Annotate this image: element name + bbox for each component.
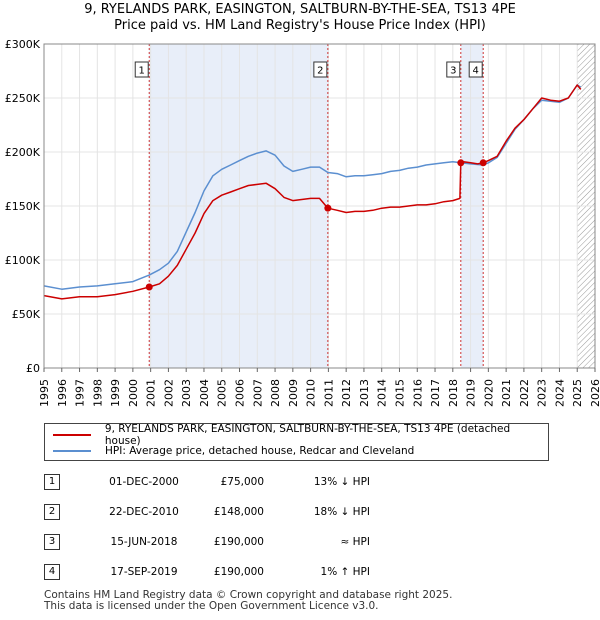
x-tick-label: 2011 <box>322 379 335 407</box>
sale-date: 15-JUN-2018 <box>110 536 178 548</box>
sale-marker-badge <box>468 61 483 78</box>
sale-date: 22-DEC-2010 <box>109 506 179 518</box>
legend-swatch-hpi <box>53 450 91 452</box>
x-tick-label: 2025 <box>571 379 584 407</box>
hpi-line <box>43 84 582 290</box>
legend-item-hpi: HPI: Average price, detached house, Redc… <box>53 443 414 459</box>
legend: 9, RYELANDS PARK, EASINGTON, SALTBURN-BY… <box>44 423 549 461</box>
sale-number-badge: 4 <box>44 564 60 580</box>
sale-price: £75,000 <box>220 476 264 488</box>
x-tick-label: 2006 <box>234 379 247 407</box>
sale-price: £190,000 <box>213 536 264 548</box>
property-price-line <box>43 84 582 300</box>
chart-title-line1: 9, RYELANDS PARK, EASINGTON, SALTBURN-BY… <box>84 2 516 17</box>
legend-item-property: 9, RYELANDS PARK, EASINGTON, SALTBURN-BY… <box>53 423 548 447</box>
sale-marker-label: 4 <box>473 66 479 77</box>
x-tick-label: 2007 <box>251 379 264 407</box>
y-tick-label: £0 <box>26 362 40 375</box>
x-tick-label: 2021 <box>500 379 513 407</box>
sale-date: 01-DEC-2000 <box>109 476 179 488</box>
x-tick-label: 2002 <box>162 379 175 407</box>
sale-point <box>324 204 332 212</box>
footer-line-licence: This data is licensed under the Open Gov… <box>44 600 379 612</box>
legend-swatch-property <box>53 434 91 436</box>
price-chart: £0 £50K £100K £150K £200K £250K £300K 1995 1996 1… <box>5 38 600 407</box>
sale-marker-badge <box>446 61 461 78</box>
sale-marker-label: 2 <box>317 66 323 77</box>
sale-marker-badge <box>313 61 328 78</box>
sale-hpi-relation: 18% ↓ HPI <box>313 506 370 518</box>
x-tick-label: 2026 <box>589 379 600 407</box>
sales-row: 1 01-DEC-2000 £75,000 13% ↓ HPI <box>44 474 549 494</box>
x-tick-label: 2001 <box>145 379 158 407</box>
sale-hpi-relation: 13% ↓ HPI <box>313 476 370 488</box>
sale-marker-label: 1 <box>139 66 145 77</box>
x-tick-label: 2014 <box>376 379 389 407</box>
x-tick-label: 2003 <box>180 379 193 407</box>
chart-title-line2: Price paid vs. HM Land Registry's House … <box>114 18 486 33</box>
x-tick-label: 2013 <box>358 379 371 407</box>
y-tick-label: £300K <box>5 38 41 51</box>
x-tick-label: 2010 <box>305 379 318 407</box>
x-tick-label: 2004 <box>198 379 211 407</box>
x-tick-label: 1998 <box>91 379 104 407</box>
sales-row: 4 17-SEP-2019 £190,000 1% ↑ HPI <box>44 564 549 584</box>
x-tick-label: 1996 <box>56 379 69 407</box>
sale-number-badge: 1 <box>44 474 60 490</box>
x-tick-label: 2008 <box>269 379 282 407</box>
x-tick-label: 2016 <box>411 379 424 407</box>
y-tick-label: £100K <box>5 254 41 267</box>
sale-price: £190,000 <box>213 566 264 578</box>
x-tick-label: 2022 <box>518 379 531 407</box>
footer-notice: Contains HM Land Registry data © Crown c… <box>44 590 452 612</box>
plot-border <box>43 43 596 369</box>
sales-row: 2 22-DEC-2010 £148,000 18% ↓ HPI <box>44 504 549 524</box>
x-tick-label: 2012 <box>340 379 353 407</box>
x-tick-label: 1995 <box>38 379 51 407</box>
sale-price: £148,000 <box>213 506 264 518</box>
legend-label-property: 9, RYELANDS PARK, EASINGTON, SALTBURN-BY… <box>104 423 511 447</box>
x-tick-label: 2019 <box>465 379 478 407</box>
x-tick-label: 2018 <box>447 379 460 407</box>
x-tick-label: 2020 <box>482 379 495 407</box>
sale-hpi-relation: ≈ HPI <box>340 536 370 548</box>
footer-line-copyright: Contains HM Land Registry data © Crown c… <box>44 589 453 601</box>
sale-hpi-relation: 1% ↑ HPI <box>320 566 370 578</box>
sale-marker-label: 3 <box>450 66 456 77</box>
y-tick-label: £250K <box>5 92 41 105</box>
x-tick-label: 2024 <box>553 379 566 407</box>
x-tick-label: 2005 <box>216 379 229 407</box>
sale-marker-badge <box>134 61 149 78</box>
y-tick-label: £150K <box>5 200 41 213</box>
x-tick-label: 2023 <box>536 379 549 407</box>
x-tick-label: 2015 <box>393 379 406 407</box>
sale-number-badge: 2 <box>44 504 60 520</box>
y-tick-label: £200K <box>5 146 41 159</box>
x-tick-label: 2009 <box>287 379 300 407</box>
sale-number-badge: 3 <box>44 534 60 550</box>
x-tick-label: 1997 <box>74 379 87 407</box>
x-tick-label: 1999 <box>109 379 122 407</box>
x-tick-label: 2000 <box>127 379 140 407</box>
x-tick-label: 2017 <box>429 379 442 407</box>
sale-point <box>479 159 487 167</box>
y-tick-label: £50K <box>12 308 41 321</box>
sale-point <box>457 159 465 167</box>
legend-label-hpi: HPI: Average price, detached house, Redc… <box>105 445 415 457</box>
sale-point <box>145 283 153 291</box>
sale-date: 17-SEP-2019 <box>110 566 178 578</box>
sales-row: 3 15-JUN-2018 £190,000 ≈ HPI <box>44 534 549 554</box>
